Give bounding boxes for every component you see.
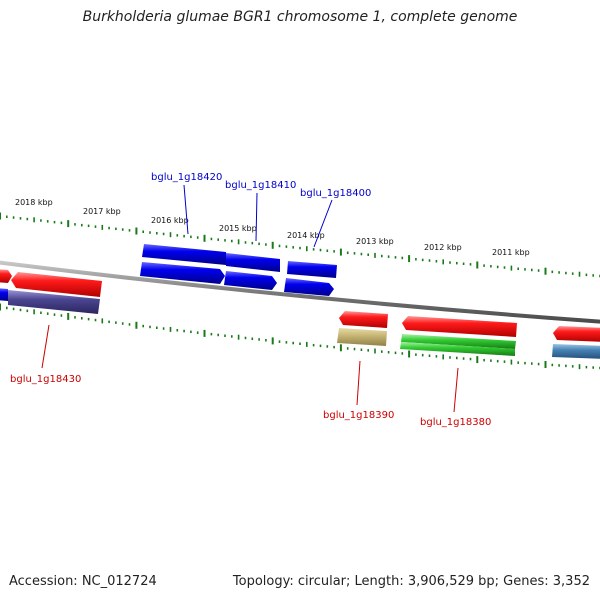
gene-label[interactable]: bglu_1g18430	[10, 374, 81, 385]
gene-bglu_1g18390[interactable]	[339, 311, 388, 328]
gene-label[interactable]: bglu_1g18410	[225, 180, 296, 191]
gene-bglu_1g18400[interactable]	[287, 261, 337, 278]
kbp-label: 2015 kbp	[219, 224, 257, 233]
topology-text: Topology: circular; Length: 3,906,529 bp…	[232, 574, 590, 589]
kbp-label: 2011 kbp	[492, 248, 530, 257]
gene-feature[interactable]	[284, 278, 334, 296]
gene-feature[interactable]	[552, 344, 600, 359]
genes-upper-strand[interactable]	[0, 244, 337, 314]
accession-text: Accession: NC_012724	[9, 574, 157, 589]
gene-feature[interactable]	[400, 342, 515, 356]
kbp-label: 2013 kbp	[356, 237, 394, 246]
gene-label-leaders	[41, 184, 459, 413]
gene-feature[interactable]	[224, 271, 277, 290]
gene-feature[interactable]	[553, 326, 600, 342]
gene-feature[interactable]	[140, 262, 225, 284]
gene-label[interactable]: bglu_1g18390	[323, 410, 394, 421]
kbp-label: 2016 kbp	[151, 216, 189, 225]
kbp-label: 2018 kbp	[15, 198, 53, 207]
gene-label[interactable]: bglu_1g18400	[300, 188, 371, 199]
genes-lower-strand[interactable]	[337, 311, 600, 359]
gene-feature[interactable]	[401, 334, 516, 349]
gene-bglu_1g18380[interactable]	[402, 316, 517, 337]
gene-feature[interactable]	[0, 269, 12, 283]
kbp-scale: 2018 kbp 2017 kbp 2016 kbp 2015 kbp 2014…	[15, 198, 530, 257]
genome-backbone	[0, 260, 600, 324]
gene-feature[interactable]	[337, 328, 387, 346]
kbp-label: 2014 kbp	[287, 231, 325, 240]
gene-labels: bglu_1g18420 bglu_1g18410 bglu_1g18400 b…	[10, 172, 491, 428]
upper-tick-row	[0, 212, 600, 278]
lower-tick-row	[0, 303, 600, 370]
gene-bglu_1g18410[interactable]	[226, 253, 280, 272]
kbp-label: 2017 kbp	[83, 207, 121, 216]
gene-feature[interactable]	[11, 272, 102, 297]
gene-bglu_1g18430[interactable]	[8, 290, 100, 314]
gene-label[interactable]: bglu_1g18420	[151, 172, 222, 183]
map-title: Burkholderia glumae BGR1 chromosome 1, c…	[82, 9, 518, 25]
gene-label[interactable]: bglu_1g18380	[420, 417, 491, 428]
kbp-label: 2012 kbp	[424, 243, 462, 252]
gene-bglu_1g18420[interactable]	[142, 244, 226, 265]
gene-feature[interactable]	[0, 288, 8, 301]
